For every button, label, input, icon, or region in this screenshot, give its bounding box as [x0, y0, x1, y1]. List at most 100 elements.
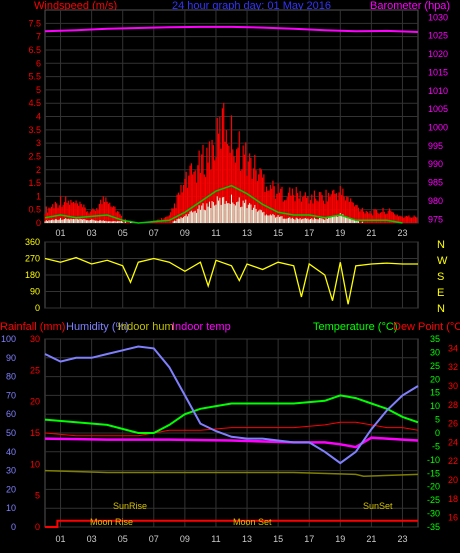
- barometer-tick-label: 1020: [428, 49, 448, 59]
- temp-time-tick-label: 11: [211, 534, 220, 544]
- temp-time-axis: 01 03 05 07 09 11 13 15 17 19 21 23: [56, 534, 408, 544]
- temperature-tick-label: 0: [435, 428, 440, 438]
- temp-time-tick-label: 23: [397, 534, 407, 544]
- temp-time-tick-label: 09: [180, 534, 190, 544]
- barometer-tick-label: 995: [428, 141, 443, 151]
- temperature-tick-label: -25: [427, 495, 440, 505]
- humidity-tick-label: 10: [6, 503, 16, 513]
- temperature-label: Temperature (°C): [313, 321, 397, 333]
- wind-time-tick-label: 15: [273, 228, 283, 238]
- rainfall-tick-label: 30: [30, 334, 40, 344]
- indoor-temp-tick-label: 22: [448, 456, 458, 466]
- windspeed-tick-label: 0.5: [28, 205, 41, 215]
- temp-time-tick-label: 01: [56, 534, 66, 544]
- direction-tick-label: 270: [25, 254, 40, 264]
- wind-direction-line: [44, 256, 418, 305]
- temperature-tick-label: -10: [427, 455, 440, 465]
- humidity-label: Humidity (%): [66, 321, 129, 333]
- windspeed-tick-label: 5.5: [28, 72, 41, 82]
- windspeed-tick-label: 7: [36, 32, 41, 42]
- temp-time-tick-label: 03: [87, 534, 97, 544]
- wind-time-tick-label: 01: [56, 228, 66, 238]
- dew-point-label: Dew Point (°C): [393, 321, 460, 333]
- temperature-tick-label: 30: [430, 347, 440, 357]
- windspeed-tick-label: 5: [36, 85, 41, 95]
- humidity-tick-label: 70: [6, 390, 16, 400]
- wind-time-tick-label: 03: [87, 228, 97, 238]
- temp-humidity-panel: 0102030405060708090100051015202530-35-30…: [1, 334, 458, 544]
- wind-time-tick-label: 19: [335, 228, 345, 238]
- indoor-temp-label: Indoor temp: [172, 321, 231, 333]
- temperature-tick-label: 25: [430, 361, 440, 371]
- temperature-tick-label: -35: [427, 522, 440, 532]
- temp-panel-axes: 0102030405060708090100051015202530-35-30…: [1, 334, 458, 532]
- wind-time-tick-label: 13: [242, 228, 252, 238]
- compass-letter: W: [437, 255, 448, 267]
- wind-time-tick-label: 07: [149, 228, 159, 238]
- rainfall-tick-label: 25: [30, 365, 40, 375]
- compass-letter: N: [437, 303, 445, 315]
- wind-time-tick-label: 23: [397, 228, 407, 238]
- indoor-temp-tick-label: 28: [448, 400, 458, 410]
- direction-tick-label: 180: [25, 270, 40, 280]
- wind-time-tick-label: 09: [180, 228, 190, 238]
- windspeed-tick-label: 2: [36, 165, 41, 175]
- windspeed-axis: 0 0.5 1 1.5 2 2.5 3 3.5 4 4.5 5 5.5 6 6.5 7 7.5: [28, 18, 41, 228]
- compass-letter: S: [437, 271, 444, 283]
- windspeed-tick-label: 4: [36, 112, 41, 122]
- indoor-temp-line: [44, 436, 419, 449]
- temperature-tick-label: 20: [430, 374, 440, 384]
- temp-time-tick-label: 13: [242, 534, 252, 544]
- barometer-tick-label: 1010: [428, 86, 448, 96]
- wind-marks: [44, 25, 419, 224]
- wind-time-tick-label: 17: [304, 228, 314, 238]
- temperature-tick-label: -15: [427, 468, 440, 478]
- barometer-tick-label: 985: [428, 178, 443, 188]
- indoor-temp-tick-label: 26: [448, 419, 458, 429]
- windspeed-tick-label: 6: [36, 58, 41, 68]
- humidity-tick-label: 100: [1, 334, 16, 344]
- indoor-temp-tick-label: 20: [448, 475, 458, 485]
- temperature-tick-label: -30: [427, 509, 440, 519]
- rainfall-tick-label: 10: [30, 459, 40, 469]
- rainfall-tick-label: 0: [35, 522, 40, 532]
- windspeed-tick-label: 3.5: [28, 125, 41, 135]
- humidity-tick-label: 30: [6, 466, 16, 476]
- temp-time-tick-label: 21: [366, 534, 376, 544]
- header-windspeed-label: Windspeed (m/s): [34, 0, 117, 12]
- header-barometer-label: Barometer (hpa): [370, 0, 450, 12]
- moonset-annotation: Moon Set: [233, 517, 272, 527]
- windspeed-tick-label: 3: [36, 138, 41, 148]
- direction-marks: [44, 256, 418, 305]
- wind-time-tick-label: 21: [366, 228, 376, 238]
- direction-tick-label: 0: [35, 303, 40, 313]
- temperature-tick-label: -20: [427, 482, 440, 492]
- temperature-tick-label: 35: [430, 334, 440, 344]
- compass-letter: E: [437, 287, 444, 299]
- temperature-tick-label: 10: [430, 401, 440, 411]
- windspeed-tick-label: 6.5: [28, 45, 41, 55]
- indoor-temp-tick-label: 32: [448, 362, 458, 372]
- moonrise-annotation: Moon Rise: [90, 517, 133, 527]
- header-title: 24 hour graph day: 01 May 2016: [172, 0, 331, 12]
- barometer-tick-label: 1005: [428, 104, 448, 114]
- barometer-tick-label: 1015: [428, 67, 448, 77]
- direction-tick-label: 360: [25, 237, 40, 247]
- windspeed-tick-label: 4.5: [28, 98, 41, 108]
- windspeed-tick-label: 1: [36, 191, 41, 201]
- barometer-axis: 975 980 985 990 995 1000 1005 1010 1015 1020 1025 1…: [428, 12, 448, 224]
- sunset-annotation: SunSet: [363, 501, 393, 511]
- windspeed-tick-label: 1.5: [28, 178, 41, 188]
- indoor-temp-tick-label: 24: [448, 437, 458, 447]
- barometer-tick-label: 1030: [428, 12, 448, 22]
- compass-letter: N: [437, 239, 445, 251]
- rainfall-label: Rainfall (mm): [0, 321, 65, 333]
- humidity-tick-label: 80: [6, 372, 16, 382]
- barometer-tick-label: 990: [428, 159, 443, 169]
- temperature-tick-label: 15: [430, 388, 440, 398]
- wind-barometer-panel: 00.511.522.533.544.555.566.577.5 9759809…: [28, 9, 448, 238]
- direction-axis: 0 90 180 270 360: [25, 237, 40, 313]
